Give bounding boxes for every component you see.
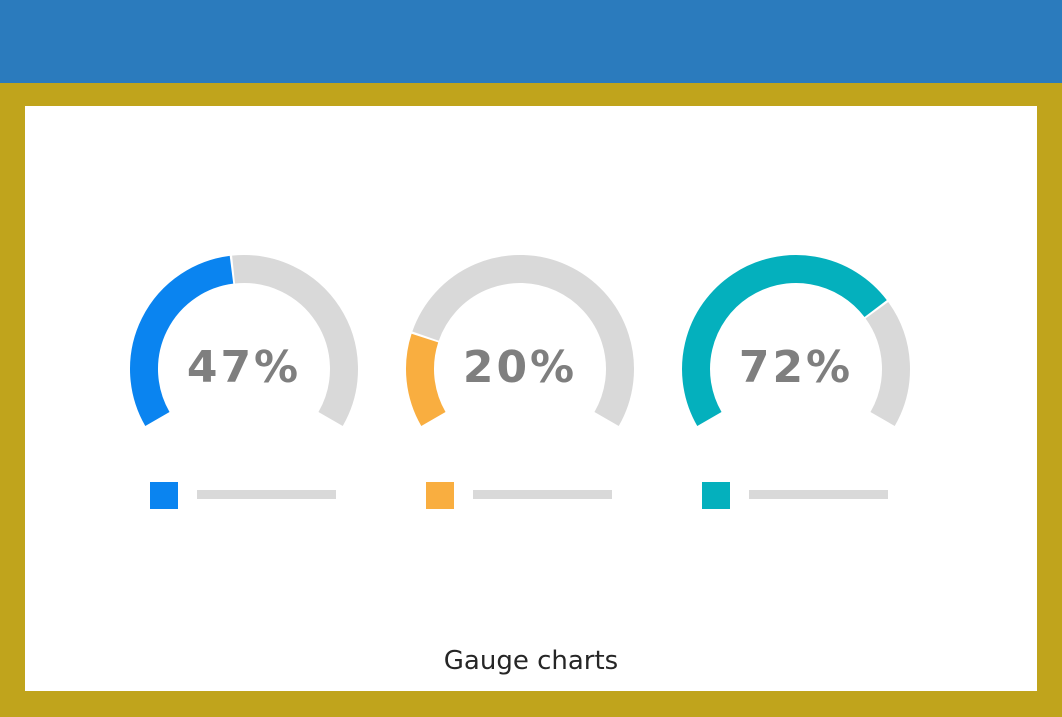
legend-swatch <box>150 482 178 509</box>
legend-placeholder-bar <box>749 490 888 499</box>
gauge-value-arc <box>130 255 234 426</box>
gauge-2: 20% <box>406 255 634 509</box>
legend-placeholder-bar <box>473 490 612 499</box>
gauge-charts: 47% 20% 72% <box>130 255 910 509</box>
gauge-track <box>232 255 358 426</box>
header-bar <box>0 0 1062 83</box>
legend-swatch <box>426 482 454 509</box>
legend-placeholder-bar <box>197 490 336 499</box>
gauge-value-arc <box>682 255 887 426</box>
gauge-value-arc <box>406 333 446 426</box>
gauge-value-label: 20% <box>463 342 577 393</box>
gauge-track <box>412 255 634 426</box>
chart-panel: 47% 20% 72% Gauge charts <box>25 106 1037 691</box>
gauge-track <box>865 301 910 426</box>
gauge-value-label: 72% <box>739 342 853 393</box>
chart-caption: Gauge charts <box>443 646 619 676</box>
gauge-1: 47% <box>130 255 358 509</box>
legend-swatch <box>702 482 730 509</box>
gauge-3: 72% <box>682 255 910 509</box>
gauge-value-label: 47% <box>187 342 301 393</box>
